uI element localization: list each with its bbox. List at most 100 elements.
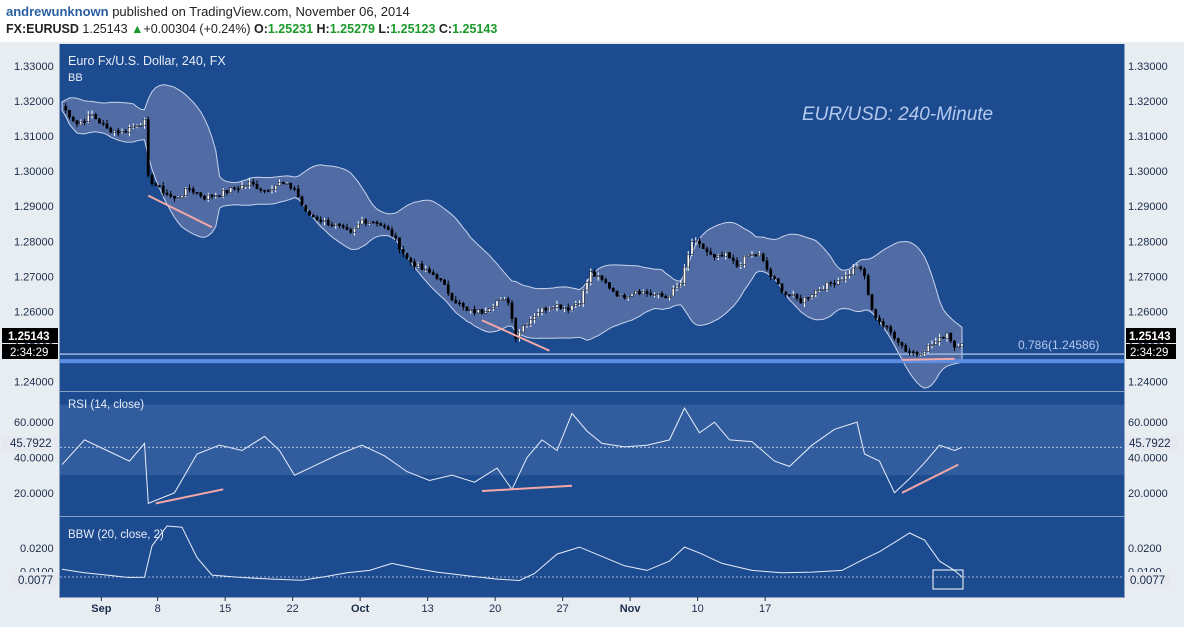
candle-body — [818, 289, 821, 291]
candle-body — [641, 291, 645, 295]
candle-body — [626, 296, 630, 299]
candle-body — [428, 268, 431, 273]
candle-body — [859, 266, 863, 270]
rsi-band — [60, 404, 1124, 476]
candle-body — [716, 255, 720, 258]
rsi-line — [61, 407, 963, 505]
candle-body — [683, 266, 686, 284]
candle-body — [671, 287, 675, 297]
candle-body — [499, 298, 503, 301]
candle-body — [510, 302, 514, 319]
candle-body — [255, 183, 259, 190]
trendline-rsi-2 — [481, 484, 573, 493]
candle-body — [878, 317, 881, 322]
candle-body — [769, 269, 773, 277]
candle-body — [548, 307, 551, 311]
open-label: O: — [253, 22, 268, 36]
candle-body — [896, 338, 900, 343]
candle-body — [323, 219, 326, 222]
bbw-panel[interactable] — [60, 517, 1124, 597]
candle-body — [776, 278, 780, 285]
candle-body — [281, 182, 285, 185]
candle-body — [495, 300, 499, 307]
price-tick-right: 1.27000 — [1128, 271, 1168, 283]
time-axis: Sep 8 15 22 Oct 13 20 27 Nov 10 17 — [91, 597, 771, 615]
price-tick-right: 1.29000 — [1128, 201, 1168, 213]
candle-body — [300, 196, 304, 206]
candle-body — [139, 125, 143, 127]
price-change: +0.00304 (+0.24%) — [143, 22, 251, 36]
candle-body — [75, 120, 79, 125]
symbol-label: FX:EURUSD — [6, 22, 79, 36]
rsi-label: RSI (14, close) — [68, 399, 144, 411]
candle-body — [176, 197, 180, 199]
candle-body — [649, 293, 653, 295]
candle-body — [746, 254, 750, 257]
candle-body — [570, 305, 574, 311]
candle-body — [341, 225, 345, 228]
rsi-value-badge-left: 45.7922 — [10, 438, 52, 450]
candle-body — [154, 183, 158, 186]
candle-body — [240, 185, 244, 190]
bbw-value-badge-left: 0.0077 — [18, 575, 53, 587]
price-tick-right: 1.24000 — [1128, 377, 1168, 389]
candle-body — [356, 223, 360, 229]
price-panel[interactable] — [60, 44, 1124, 395]
candle-body — [668, 295, 671, 299]
trendline-rsi-1 — [155, 488, 224, 505]
candle-body — [870, 294, 874, 310]
candle-body — [956, 346, 960, 348]
trendline-price-2 — [481, 319, 550, 352]
author-link[interactable]: andrewunknown — [6, 4, 109, 19]
candle-body — [386, 226, 390, 231]
price-tick-left: 1.28000 — [14, 236, 54, 248]
bbw-tick-right: 0.0200 — [1128, 543, 1162, 555]
candle-body — [578, 303, 581, 305]
candle-body — [953, 340, 956, 348]
rsi-tick-left: 40.0000 — [14, 453, 54, 465]
candle-body — [611, 287, 615, 292]
change-arrow-icon: ▲ — [131, 22, 144, 36]
candle-body — [409, 258, 413, 263]
candle-body — [806, 297, 810, 299]
candle-body — [199, 192, 203, 197]
candle-body — [750, 254, 754, 256]
candle-body — [701, 243, 705, 250]
candle-body — [503, 298, 506, 301]
candle-body — [518, 331, 521, 339]
candle-body — [191, 188, 195, 193]
candle-body — [833, 283, 836, 285]
candle-body — [146, 119, 150, 176]
time-tick-label: Oct — [351, 603, 370, 615]
candle-body — [113, 130, 116, 133]
candle-body — [476, 309, 480, 314]
candle-body — [424, 268, 428, 271]
candle-body — [229, 187, 233, 193]
close-value: 1.25143 — [452, 22, 498, 36]
candle-body — [836, 280, 840, 285]
fib-label: 0.786(1.24586) — [1018, 338, 1099, 352]
candle-body — [908, 351, 911, 353]
candle-body — [821, 289, 825, 291]
chart-header: andrewunknown published on TradingView.c… — [0, 0, 1184, 42]
candle-body — [86, 114, 90, 122]
candle-body — [416, 263, 420, 267]
chart-canvas[interactable]: 1.33000 1.33000 1.32000 1.32000 1.31000 1.310… — [0, 42, 1184, 627]
high-value: 1.25279 — [329, 22, 375, 36]
bb-label: BB — [68, 72, 83, 84]
candle-body — [274, 185, 278, 190]
candle-body — [844, 275, 848, 281]
candle-body — [563, 307, 566, 309]
candle-body — [210, 194, 214, 197]
candle-body — [266, 190, 270, 192]
candle-body — [371, 221, 375, 224]
rsi-tick-right: 40.0000 — [1128, 453, 1168, 465]
candle-body — [308, 211, 311, 216]
rsi-tick-right: 60.0000 — [1128, 417, 1168, 429]
candle-body — [619, 295, 623, 297]
candle-body — [863, 268, 866, 277]
candle-body — [773, 276, 776, 279]
quote-line: FX:EURUSD 1.25143 ▲+0.00304 (+0.24%) O: 1… — [6, 22, 497, 36]
price-tick-left: 1.24000 — [14, 377, 54, 389]
last-price-badge-right: 1.25143 — [1129, 331, 1171, 343]
